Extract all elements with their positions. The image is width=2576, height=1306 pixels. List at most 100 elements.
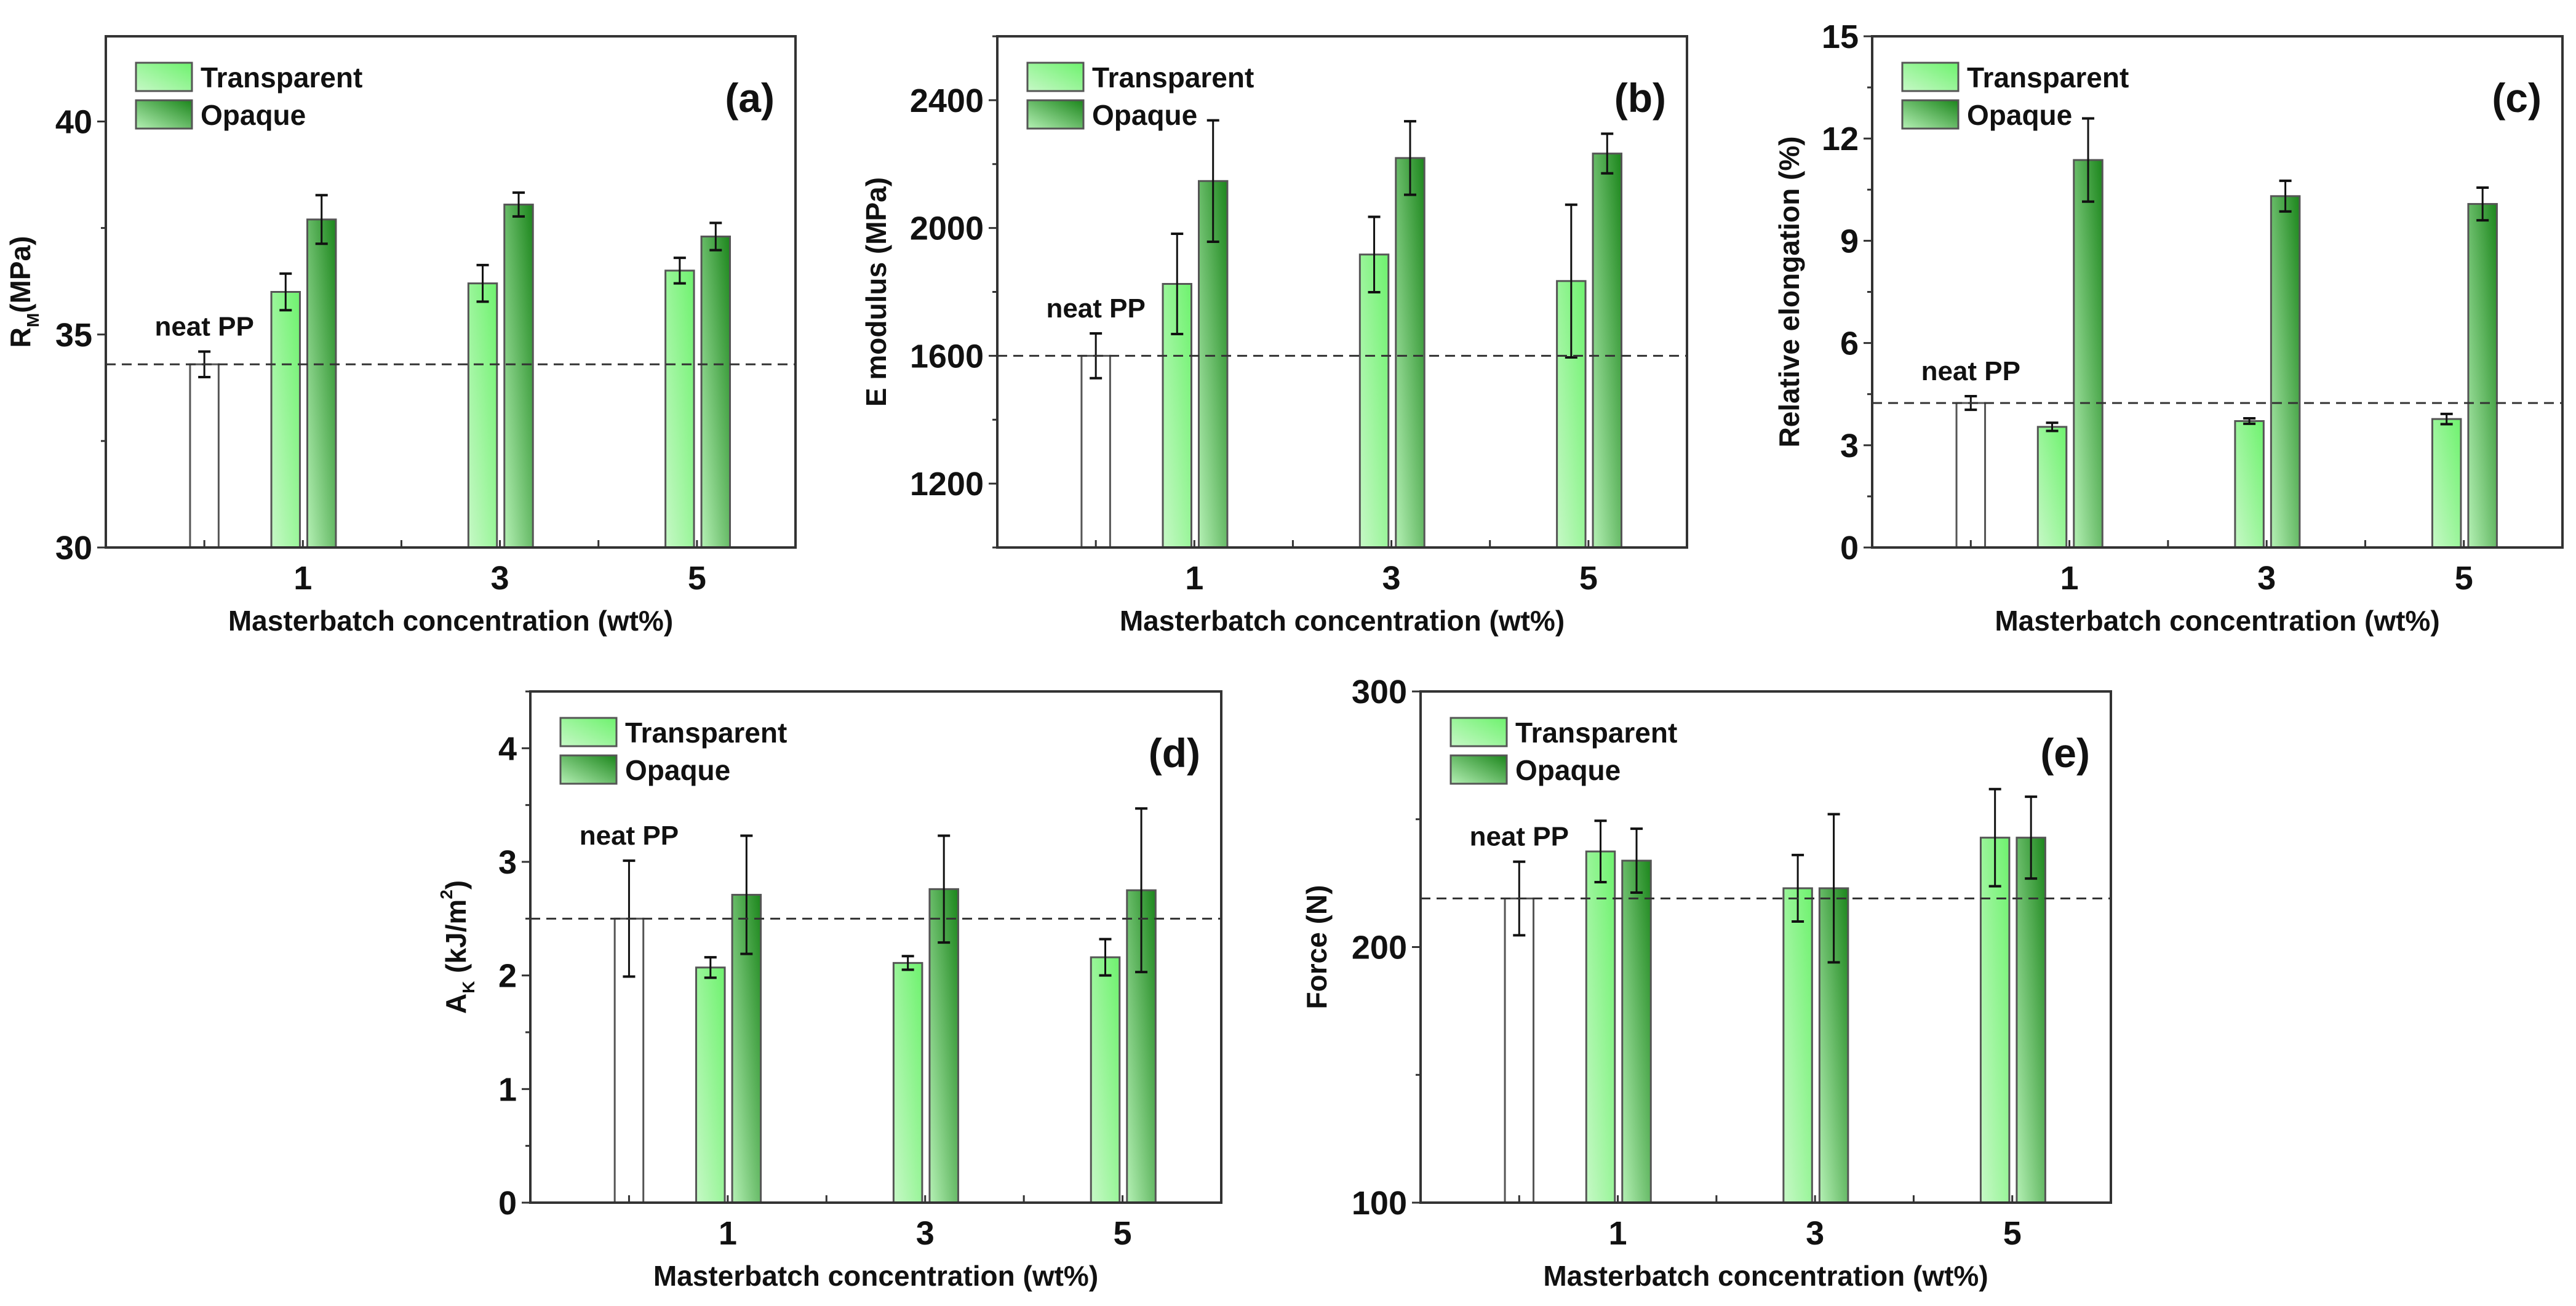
error-bar-opaque-3 [1403,120,1416,196]
legend: Transparent Opaque [1026,62,1254,131]
error-bar-opaque-1 [740,834,753,955]
x-tick-label: 3 [2257,560,2276,597]
panel-label: (d) [1149,730,1200,776]
legend: Transparent Opaque [559,717,787,786]
y-tick-label: 0 [498,1185,517,1222]
legend-label-opaque: Opaque [1967,99,2072,131]
y-tick-label: 3 [1840,428,1859,464]
legend-label-opaque: Opaque [625,754,730,786]
bar-transparent-1 [695,966,726,1204]
error-bar-transparent-3 [2243,417,2256,425]
error-bar-opaque-1 [1206,119,1219,243]
x-axis-title: Masterbatch concentration (wt%) [1543,1260,1988,1292]
legend: Transparent Opaque [1449,717,1677,786]
y-tick-label: 30 [55,530,92,567]
y-axis-title-part: Force (N) [1301,885,1333,1009]
x-tick-label: 1 [293,560,312,597]
y-tick-label: 200 [1352,930,1407,966]
y-tick-label: 35 [55,317,92,354]
legend-swatch-opaque [135,99,193,130]
bar-opaque-1 [2073,159,2103,549]
error-bar-transparent-3 [1792,853,1804,923]
legend-label-transparent: Transparent [625,717,787,749]
x-tick-label: 5 [1114,1215,1132,1252]
x-tick-label: 5 [2003,1215,2022,1252]
y-tick-label: 2400 [910,82,984,119]
legend: Transparent Opaque [1901,62,2129,131]
x-axis-title: Masterbatch concentration (wt%) [1120,605,1565,637]
y-tick-label: 2 [498,958,517,995]
legend-label-opaque: Opaque [1515,754,1621,786]
error-bar-opaque-5 [1601,132,1614,175]
legend-swatch-transparent [135,62,193,92]
legend-swatch-transparent [559,717,618,747]
error-bar-opaque-5 [709,221,722,252]
legend: Transparent Opaque [135,62,362,131]
neat-pp-label: neat PP [580,821,679,851]
error-bar-transparent-1 [1171,232,1184,336]
x-tick-label: 3 [916,1215,935,1252]
bar-opaque-3 [1395,157,1426,549]
legend-label-transparent: Transparent [1092,62,1254,94]
y-tick-label: 6 [1840,325,1859,362]
legend-swatch-opaque [1449,754,1508,785]
legend-label-transparent: Transparent [201,62,362,94]
y-axis-title-part: M [23,313,42,327]
y-tick-label: 12 [1822,121,1859,157]
bar-opaque-1 [1621,859,1652,1204]
error-bar-opaque-1 [2082,117,2095,203]
legend-swatch-opaque [1901,99,1960,130]
legend-swatch-opaque [559,754,618,785]
legend-label-opaque: Opaque [1092,99,1197,131]
panel-label: (a) [725,75,775,121]
legend-swatch-transparent [1026,62,1085,92]
bar-neat-pp [1080,354,1111,549]
bar-transparent-5 [2431,418,2462,549]
error-bar-opaque-3 [512,191,525,218]
y-tick-label: 15 [1822,18,1859,55]
error-bar-transparent-1 [704,956,717,979]
y-axis-title: E modulus (MPa) [860,177,892,407]
y-tick-label: 3 [498,844,517,881]
y-axis-title: RM(MPa) [4,236,42,348]
y-axis-title-part: R [4,327,36,348]
x-tick-label: 3 [491,560,509,597]
error-bar-transparent-5 [1099,938,1112,977]
bar-transparent-1 [2036,426,2068,549]
legend-label-transparent: Transparent [1967,62,2129,94]
x-tick-label: 1 [1609,1215,1627,1252]
y-tick-label: 40 [55,104,92,141]
error-bar-opaque-1 [315,194,328,245]
y-tick-label: 100 [1352,1185,1407,1222]
panel-label: (e) [2040,730,2090,776]
bar-transparent-5 [664,269,695,549]
error-bar-opaque-5 [1135,807,1148,974]
y-axis-title-part: E modulus (MPa) [860,177,892,407]
error-bar-transparent-5 [1988,787,2001,888]
error-bar-transparent-1 [2046,421,2059,432]
error-bar-transparent-3 [476,263,489,303]
x-axis-title: Masterbatch concentration (wt%) [1995,605,2439,637]
bar-opaque-5 [2467,203,2498,549]
bar-transparent-3 [1782,887,1813,1204]
neat-pp-label: neat PP [1921,356,2020,386]
panel-label: (c) [2492,75,2542,121]
y-axis-title: AK (kJ/m2) [437,880,478,1014]
y-tick-label: 4 [498,730,517,767]
bar-neat-pp [1504,898,1535,1204]
neat-pp-label: neat PP [1470,822,1569,852]
error-bar-transparent-5 [673,257,686,285]
bar-opaque-5 [2016,837,2046,1204]
bar-neat-pp [1955,402,1987,549]
x-tick-label: 3 [1382,560,1401,597]
y-axis-title-part: (MPa) [4,236,36,313]
plot-frame [529,690,1222,1204]
neat-pp-label: neat PP [154,311,253,341]
y-axis-title-part: (kJ/m [440,899,472,981]
error-bar-opaque-3 [938,834,951,944]
panel-c: neat PP 0 3 6 9 12 15 1 3 5 Masterbatch concentrat… [1773,18,2564,637]
panel-b: neat PP 1200 1600 2000 2400 1 3 5 Masterbatch co… [860,35,1688,637]
x-tick-label: 1 [719,1215,737,1252]
error-bar-transparent-1 [1594,819,1607,883]
